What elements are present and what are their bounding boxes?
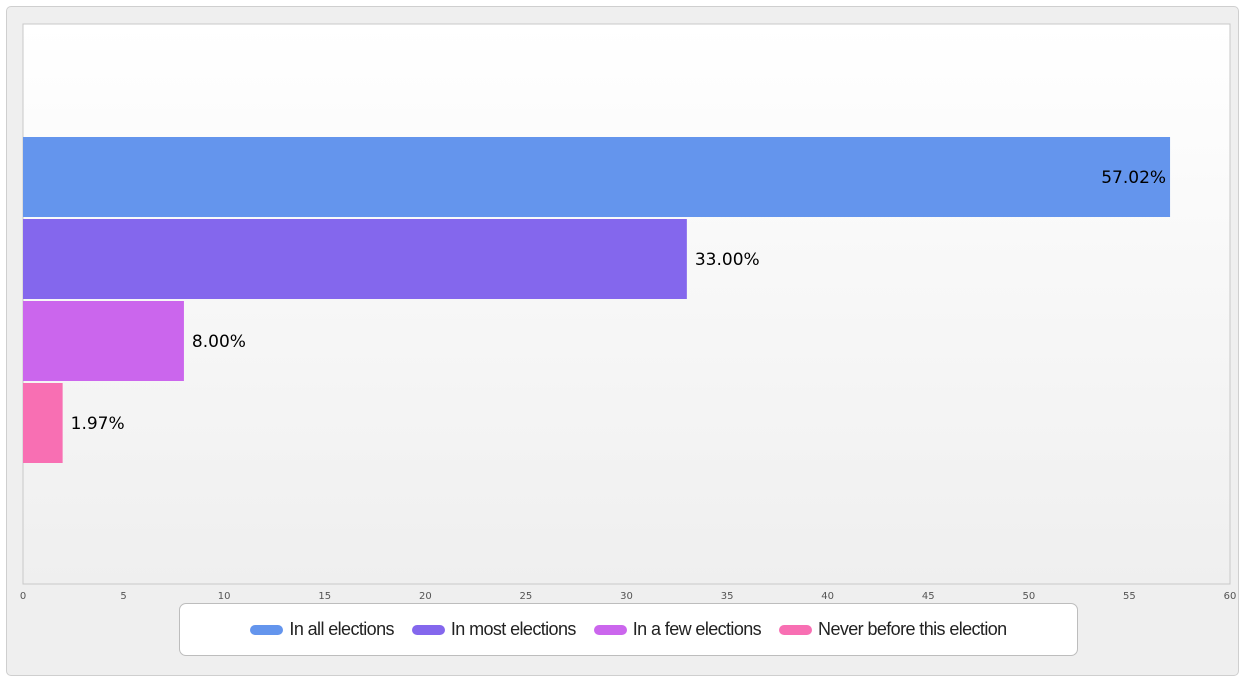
x-tick-label: 20 [419, 591, 432, 602]
bar-value-label: 33.00% [695, 250, 760, 270]
legend-label: In all elections [289, 619, 394, 639]
x-tick-label: 15 [318, 591, 331, 602]
bar-1[interactable] [23, 219, 687, 299]
legend-label: Never before this election [818, 619, 1007, 639]
x-tick-label: 50 [1022, 591, 1035, 602]
x-tick-label: 40 [821, 591, 834, 602]
bar-3[interactable] [23, 383, 63, 463]
legend-label: In most elections [450, 619, 576, 639]
bar-0[interactable] [23, 137, 1171, 217]
legend: In all elections In most elections In a … [179, 603, 1078, 656]
bars-group: 57.02% 33.00% 8.00% 1.97% [23, 137, 1171, 463]
x-tick-label: 0 [20, 591, 26, 602]
x-tick-label: 30 [620, 591, 633, 602]
legend-swatch [593, 624, 627, 635]
legend-item-few-elections[interactable]: In a few elections [593, 619, 762, 640]
bar-value-label: 57.02% [1101, 168, 1166, 188]
x-tick-label: 10 [218, 591, 231, 602]
x-axis: 0 5 10 15 20 25 30 35 40 45 50 55 60 [20, 591, 1237, 602]
x-tick-label: 35 [721, 591, 734, 602]
legend-item-all-elections[interactable]: In all elections [250, 619, 394, 640]
legend-item-never-before[interactable]: Never before this election [779, 619, 1007, 640]
bar-value-label: 8.00% [192, 332, 246, 352]
legend-swatch [411, 624, 445, 635]
bar-value-label: 1.97% [71, 414, 125, 434]
x-tick-label: 25 [520, 591, 533, 602]
legend-label: In a few elections [632, 619, 762, 639]
x-tick-label: 5 [120, 591, 126, 602]
x-tick-label: 60 [1224, 591, 1237, 602]
x-tick-label: 55 [1123, 591, 1136, 602]
plot-area [22, 23, 1231, 585]
legend-item-most-elections[interactable]: In most elections [411, 619, 576, 640]
x-tick-label: 45 [922, 591, 935, 602]
legend-swatch [779, 624, 813, 635]
legend-swatch [250, 624, 284, 635]
bar-2[interactable] [23, 301, 184, 381]
